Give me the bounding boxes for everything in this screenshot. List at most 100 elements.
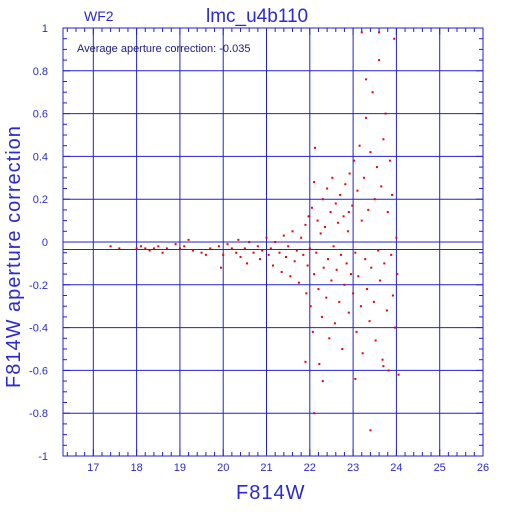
data-point: [342, 215, 345, 218]
y-tick-label: -0.4: [29, 323, 48, 335]
average-correction-annotation: Average aperture correction: -0.035: [77, 43, 250, 55]
data-point: [356, 189, 359, 192]
data-point: [152, 247, 155, 250]
data-point: [321, 198, 324, 201]
data-point: [144, 247, 147, 250]
data-point: [396, 273, 399, 276]
x-tick-labels: 17 18 19 20 21 22 23 24 25 26: [87, 462, 489, 474]
data-point: [174, 243, 177, 246]
data-point: [352, 292, 355, 295]
data-point: [326, 187, 329, 190]
data-point: [338, 300, 341, 303]
data-point: [307, 215, 310, 218]
data-point: [328, 337, 331, 340]
data-point: [187, 238, 190, 241]
data-point: [334, 202, 337, 205]
data-point: [252, 251, 255, 254]
data-point: [278, 251, 281, 254]
data-point: [237, 238, 240, 241]
data-point: [360, 219, 363, 222]
data-point: [269, 247, 272, 250]
data-point: [397, 373, 400, 376]
data-point: [305, 292, 308, 295]
x-tick-marks: [66, 28, 484, 456]
panel-label: WF2: [84, 8, 114, 24]
data-point: [383, 262, 386, 265]
data-point: [319, 232, 322, 235]
x-tick-label: 18: [130, 462, 142, 474]
data-point: [265, 236, 268, 239]
data-point: [355, 330, 358, 333]
data-point: [336, 221, 339, 224]
data-point: [297, 281, 300, 284]
data-point: [378, 31, 381, 34]
data-point: [315, 251, 318, 254]
x-tick-label: 26: [477, 462, 489, 474]
data-point: [394, 326, 397, 329]
data-point: [316, 219, 319, 222]
data-point: [346, 230, 349, 233]
data-point: [344, 183, 347, 186]
data-point: [306, 264, 309, 267]
data-point: [118, 247, 121, 250]
x-tick-label: 23: [347, 462, 359, 474]
reference-lines: [63, 241, 483, 250]
chart-title: lmc_u4b110: [206, 6, 308, 27]
data-point: [309, 305, 312, 308]
data-point: [330, 279, 333, 282]
data-point: [373, 198, 376, 201]
y-tick-label: 0.8: [33, 66, 48, 78]
data-point: [304, 223, 307, 226]
data-point: [368, 320, 371, 323]
data-point: [293, 260, 296, 263]
data-point: [354, 377, 357, 380]
data-point: [390, 253, 393, 256]
y-axis-label: F814W aperture correction: [3, 125, 25, 388]
y-tick-marks: [63, 27, 483, 457]
data-point: [369, 429, 372, 432]
data-point: [370, 266, 373, 269]
data-point: [289, 275, 292, 278]
data-point: [284, 255, 287, 258]
data-point: [329, 211, 332, 214]
data-point: [384, 112, 387, 115]
y-tick-label: 0: [42, 237, 48, 249]
data-point: [333, 322, 336, 325]
data-point: [157, 245, 160, 248]
data-point: [361, 352, 364, 355]
y-tick-labels: -1 -0.8 -0.6 -0.4 -0.2 0 0.2 0.4 0.6 0.8 1: [29, 23, 48, 463]
y-tick-label: 0.4: [33, 151, 48, 163]
data-point: [313, 181, 316, 184]
data-point: [364, 258, 367, 261]
data-point: [323, 226, 326, 229]
data-point: [380, 185, 383, 188]
data-point: [351, 204, 354, 207]
y-tick-label: -0.6: [29, 365, 48, 377]
data-point: [343, 283, 346, 286]
data-point: [393, 37, 396, 40]
data-point: [248, 241, 251, 243]
data-point: [365, 288, 368, 291]
data-point: [359, 305, 362, 308]
data-point: [243, 247, 246, 250]
data-point: [386, 211, 389, 214]
data-point: [382, 365, 385, 368]
data-point: [204, 253, 207, 256]
data-point: [135, 247, 138, 250]
data-point: [222, 253, 225, 256]
data-point: [365, 78, 368, 81]
data-point: [310, 206, 313, 209]
data-point: [322, 266, 325, 269]
x-tick-label: 25: [434, 462, 446, 474]
data-point: [178, 247, 181, 250]
data-point: [352, 159, 355, 162]
data-point: [217, 245, 220, 248]
data-point: [165, 247, 168, 250]
data-point: [391, 294, 394, 297]
data-point: [347, 311, 350, 314]
data-point: [318, 362, 321, 365]
data-point: [357, 275, 360, 278]
data-point: [308, 247, 311, 250]
data-point: [256, 245, 259, 248]
data-point: [300, 236, 303, 239]
